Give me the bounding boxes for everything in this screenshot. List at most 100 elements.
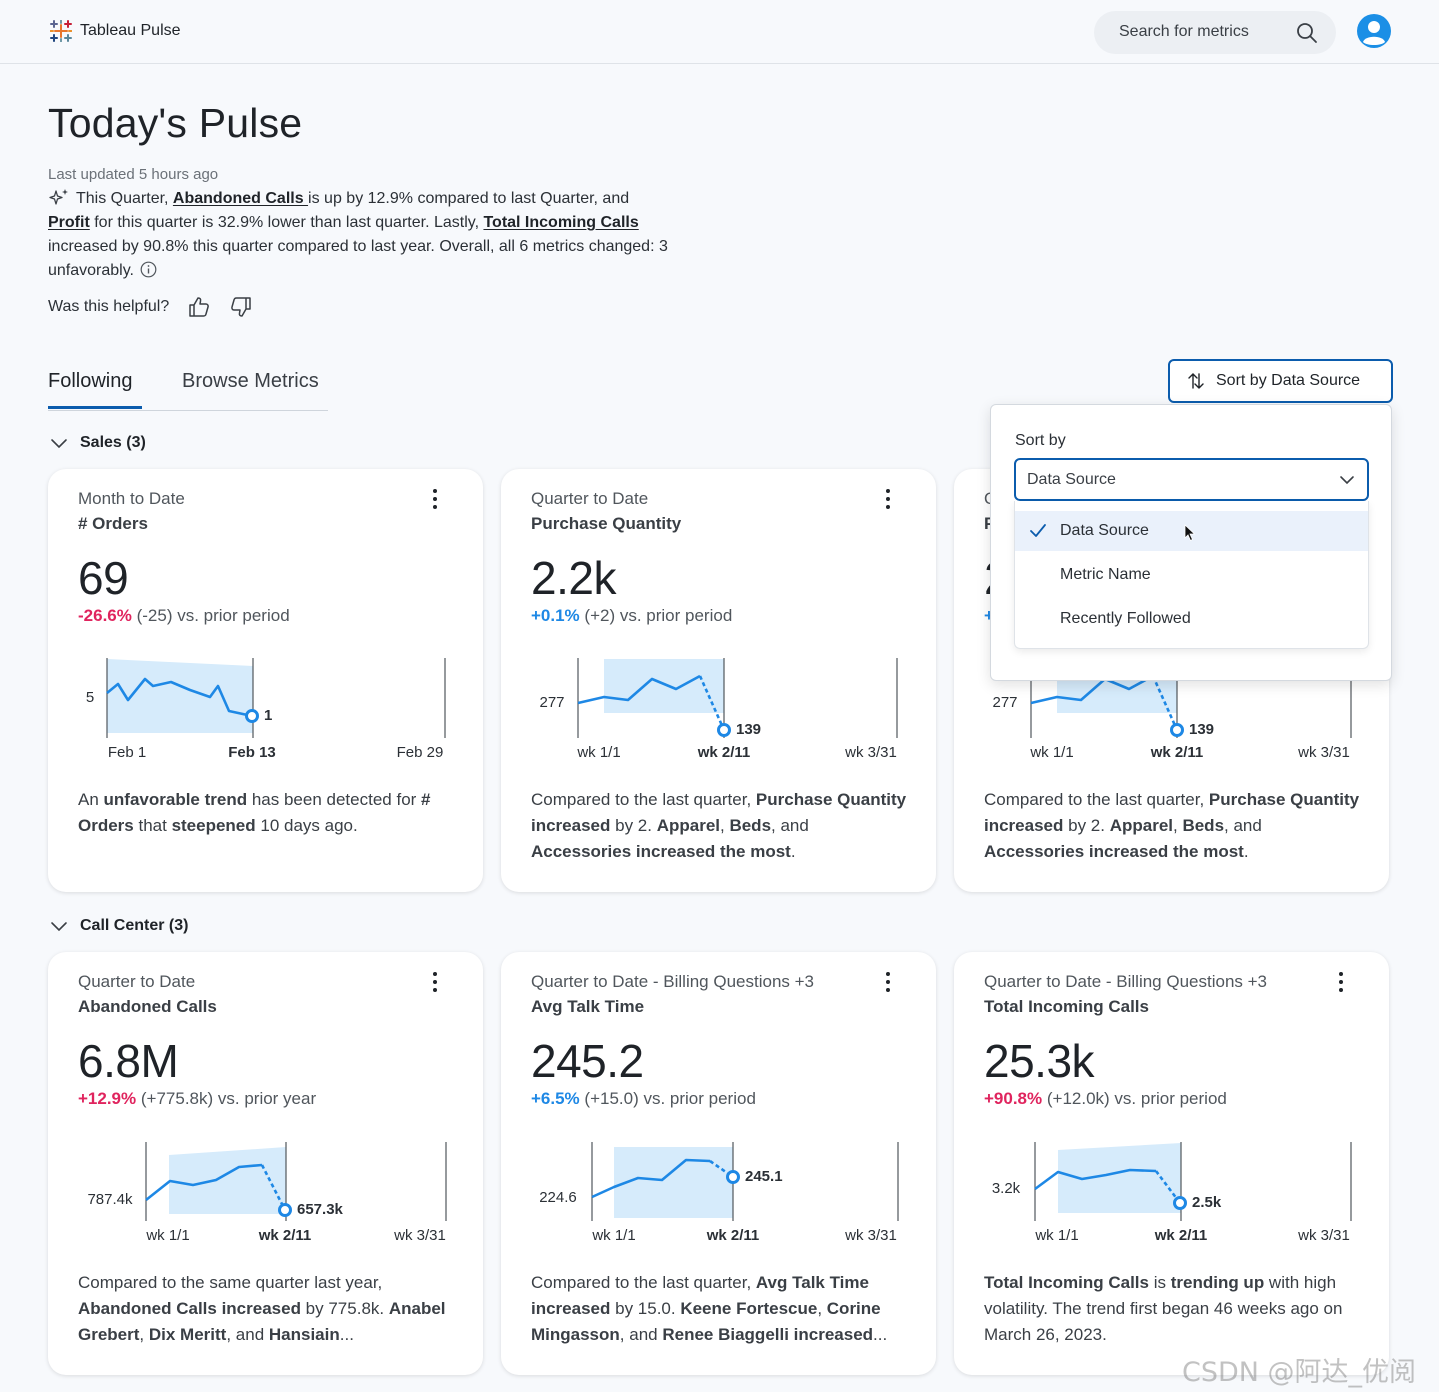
trend-line-recent [698,675,726,731]
x-tick-label: Feb 29 [397,744,444,761]
x-tick-label: wk 1/1 [1034,1227,1078,1244]
x-tick-label: Feb 13 [228,744,276,761]
check-icon [1030,524,1046,537]
metric-card[interactable]: Month to Date # Orders 69 -26.6% (-25) v… [48,469,483,892]
more-options-icon[interactable] [425,970,445,994]
sort-dropdown-panel: Sort by Data Source Data Source Metric N… [990,404,1392,681]
sparkline-chart: 787.4k 657.3k wk 1/1 wk 2/11 wk 3/31 [87,1142,447,1244]
card-metric-name[interactable]: Avg Talk Time [531,997,645,1016]
info-icon[interactable] [140,261,157,278]
current-value-label: 245.1 [745,1168,783,1185]
sort-button[interactable]: Sort by Data Source [1168,359,1393,403]
more-options-icon[interactable] [878,487,898,511]
search-input[interactable]: Search for metrics [1094,11,1336,54]
tableau-logo-icon [50,20,72,42]
section-toggle-call-center[interactable]: Call Center (3) [50,917,188,935]
watermark: CSDN @阿达_优阅达 [1182,1357,1417,1388]
current-value-label: 657.3k [297,1201,344,1218]
sort-by-label: Sort by [1015,432,1066,449]
card-change: +12.9% (+775.8k) vs. prior year [78,1089,316,1109]
current-point [278,1203,292,1217]
card-insight: Total Incoming Calls is trending up with… [984,1273,1343,1344]
summary-text: for this quarter is 32.9% lower than las… [89,214,484,231]
sort-select[interactable]: Data Source [1014,458,1369,501]
card-metric-name[interactable]: Purchase Quantity [531,514,682,533]
card-period: Quarter to Date [78,972,196,991]
current-value-label: 139 [1189,721,1214,738]
ai-summary: This Quarter, Abandoned Calls is up by 1… [48,187,673,283]
more-options-icon[interactable] [878,970,898,994]
x-tick-label: wk 2/11 [1150,744,1204,761]
current-value-label: 139 [736,721,761,738]
sort-option-label: Recently Followed [1060,610,1191,627]
chevron-down-icon [1340,476,1354,485]
card-change: +0.1% (+2) vs. prior period [531,606,732,626]
summary-text: is up by 12.9% compared to last Quarter,… [308,190,630,207]
change-percent: +0.1% [531,606,580,625]
current-value-label: 2.5k [1192,1194,1222,1211]
x-tick-label: wk 3/31 [1297,744,1350,761]
trend-line [591,1158,711,1199]
change-detail: (+775.8k) vs. prior year [136,1089,317,1108]
comparison-band [1058,1143,1181,1213]
metric-card[interactable]: Quarter to Date Purchase Quantity 2.2k +… [501,469,936,892]
thumbs-up-icon[interactable] [187,295,211,319]
brand[interactable]: Tableau Pulse [50,20,181,42]
thumbs-down-icon[interactable] [229,295,253,319]
more-options-icon[interactable] [1331,970,1351,994]
y-axis-label: 5 [86,689,94,706]
card-insight: An unfavorable trend has been detected f… [78,790,431,835]
current-point [717,723,731,737]
change-percent: -26.6% [78,606,132,625]
tab-following[interactable]: Following [48,370,143,409]
trend-line-recent [260,1164,287,1211]
metric-card[interactable]: Quarter to Date Abandoned Calls 6.8M +12… [48,952,483,1375]
comparison-band [169,1147,286,1214]
change-detail: (+12.0k) vs. prior period [1042,1089,1227,1108]
total-incoming-calls-link[interactable]: Total Incoming Calls [483,214,639,231]
search-icon[interactable] [1296,22,1318,44]
tab-browse-metrics[interactable]: Browse Metrics [182,370,319,392]
card-metric-name[interactable]: Total Incoming Calls [984,997,1149,1016]
card-period: Quarter to Date [531,489,649,508]
user-avatar-icon[interactable] [1357,14,1391,48]
card-period: Quarter to Date - Billing Questions +3 [984,972,1267,991]
trend-line [1034,1168,1157,1191]
feedback-row: Was this helpful? [48,295,253,319]
card-change: -26.6% (-25) vs. prior period [78,606,290,626]
card-metric-name[interactable]: Abandoned Calls [78,997,217,1016]
trend-line [577,674,701,705]
sort-option-label: Data Source [1060,522,1149,539]
card-insight: Compared to the last quarter, Purchase Q… [531,790,907,861]
summary-text: This Quarter, [76,190,173,207]
metric-card[interactable]: Quarter to Date - Billing Questions +3 T… [954,952,1389,1375]
sparkle-icon [49,189,68,205]
card-value: 245.2 [531,1035,644,1087]
y-axis-label: 224.6 [539,1189,577,1206]
y-axis-label: 277 [539,694,564,711]
card-insight: Compared to the last quarter, Avg Talk T… [531,1273,888,1344]
current-point [726,1170,740,1184]
current-point [245,709,259,723]
mouse-cursor-icon [1184,524,1196,542]
x-tick-label: wk 3/31 [844,1227,897,1244]
page-title: Today's Pulse [48,100,303,146]
metric-card[interactable]: Quarter to Date - Billing Questions +3 A… [501,952,936,1375]
current-value-label: 1 [264,707,272,724]
sort-option-metric-name[interactable]: Metric Name [1015,555,1368,595]
y-axis-label: 787.4k [87,1191,133,1208]
more-options-icon[interactable] [425,487,445,511]
x-tick-label: wk 1/1 [591,1227,635,1244]
sort-option-recently-followed[interactable]: Recently Followed [1015,599,1368,639]
change-detail: (-25) vs. prior period [131,606,290,625]
sort-button-label: Sort by Data Source [1216,372,1361,389]
chevron-down-icon [51,439,67,449]
profit-link[interactable]: Profit [48,214,90,231]
x-tick-label: wk 1/1 [145,1227,189,1244]
card-change: +6.5% (+15.0) vs. prior period [531,1089,756,1109]
card-metric-name[interactable]: # Orders [78,514,148,533]
abandoned-calls-link[interactable]: Abandoned Calls [172,190,309,207]
sparkline-chart: 224.6 245.1 wk 1/1 wk 2/11 wk 3/31 [539,1142,899,1244]
section-toggle-sales[interactable]: Sales (3) [50,434,146,452]
sparkline-chart: 3.2k 2.5k wk 1/1 wk 2/11 wk 3/31 [992,1142,1352,1244]
